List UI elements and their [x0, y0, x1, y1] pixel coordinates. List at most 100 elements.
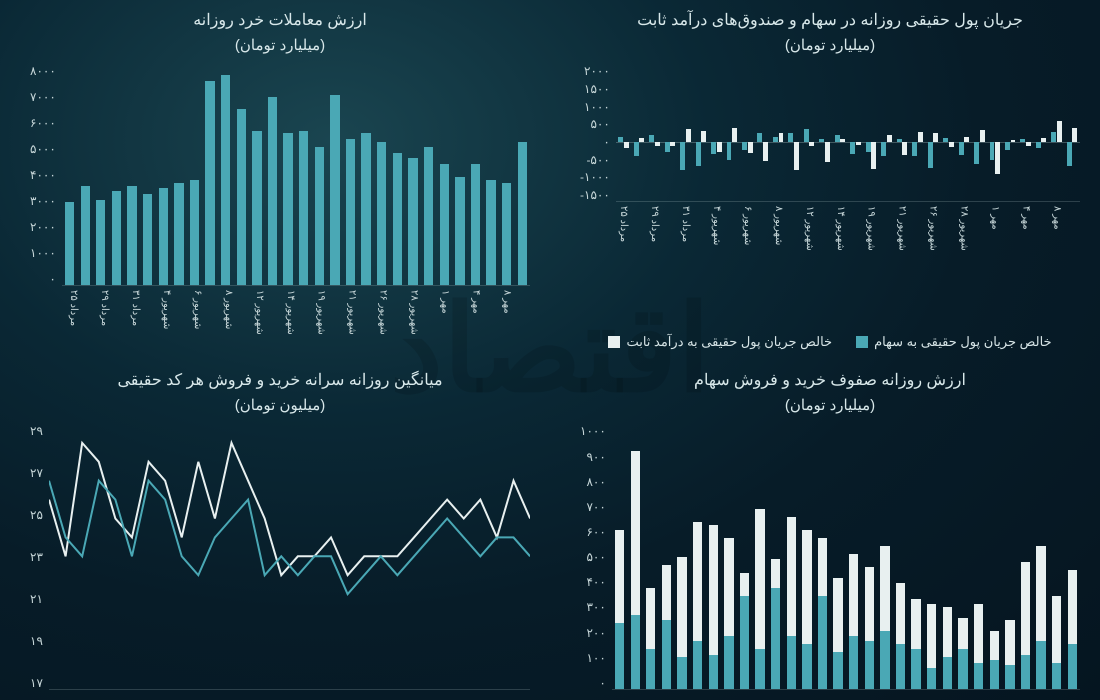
x-tick: [422, 290, 437, 350]
x-tick: [174, 290, 189, 350]
plot-area: [612, 424, 1080, 690]
bar-slot: [848, 64, 863, 201]
x-tick: [81, 290, 96, 350]
chart-subtitle: (میلیارد تومان): [580, 36, 1080, 54]
bar: [887, 135, 892, 143]
bar-slot: [265, 64, 281, 285]
bar: [742, 142, 747, 150]
chart-area: ۲۹۲۷۲۵۲۳۲۱۱۹۱۷: [30, 424, 530, 690]
bar: [696, 142, 701, 165]
bar: [1011, 140, 1016, 142]
x-tick: ۴ شهریور: [159, 290, 174, 350]
bar: [866, 142, 871, 152]
bar-slot: [955, 424, 971, 689]
bar: [949, 142, 954, 147]
bar-slot: [724, 64, 739, 201]
legend-label: خالص جریان پول حقیقی به سهام: [874, 334, 1052, 350]
bar: [670, 142, 675, 146]
bar: [221, 75, 230, 285]
bar: [1005, 142, 1010, 150]
bar: [897, 139, 902, 142]
bar: [680, 142, 685, 169]
bar: [518, 142, 527, 285]
bar-slot: [737, 424, 753, 689]
bar-segment: [1021, 562, 1030, 655]
bar-slot: [986, 424, 1002, 689]
chart-area: ۲۰۰۰۱۵۰۰۱۰۰۰۵۰۰۰-۵۰۰-۱۰۰۰-۱۵۰۰: [580, 64, 1080, 202]
bar: [127, 186, 136, 285]
bar: [65, 202, 74, 285]
x-tick: ۱۲ شهریور: [252, 290, 267, 350]
x-tick: ۲۵ مرداد: [616, 206, 631, 266]
bar-segment: [615, 623, 624, 689]
bar-slot: [499, 64, 515, 285]
bar-slot: [721, 424, 737, 689]
bar-segment: [927, 668, 936, 689]
bar: [205, 81, 214, 285]
bar-slot: [894, 64, 909, 201]
bar-slot: [93, 64, 109, 285]
x-tick: ۱۴ شهریور: [283, 290, 298, 350]
bar-segment: [1021, 655, 1030, 689]
x-tick: [1065, 206, 1080, 266]
bar-slot: [799, 424, 815, 689]
bar-segment: [865, 641, 874, 689]
bar-segment: [1005, 665, 1014, 689]
bar-slot: [862, 424, 878, 689]
bar-segment: [724, 538, 733, 636]
bar-slot: [1018, 64, 1033, 201]
bar-slot: [877, 424, 893, 689]
bar: [1026, 142, 1031, 145]
x-tick: ۲۵ مرداد: [66, 290, 81, 350]
bar-segment: [646, 649, 655, 689]
legend-label: خالص جریان پول حقیقی به درآمد ثابت: [626, 334, 832, 350]
bar: [81, 186, 90, 285]
bar-segment: [677, 557, 686, 658]
bar-slot: [77, 64, 93, 285]
bar: [1057, 121, 1062, 142]
bar-slot: [140, 64, 156, 285]
bar: [850, 142, 855, 154]
bar: [928, 142, 933, 167]
bar-segment: [693, 522, 702, 641]
bar-slot: [705, 424, 721, 689]
bar: [809, 142, 814, 145]
bar-slot: [249, 64, 265, 285]
bar-segment: [1036, 546, 1045, 641]
x-axis: ۲۵ مرداد۲۹ مرداد۳۱ مرداد۴ شهریور۶ شهریور…: [580, 206, 1080, 266]
bar-segment: [880, 631, 889, 689]
bar-slot: [514, 64, 530, 285]
bar-slot: [171, 64, 187, 285]
bar-slot: [1049, 424, 1065, 689]
bar: [1051, 132, 1056, 143]
bar-slot: [924, 424, 940, 689]
bar-segment: [1068, 570, 1077, 644]
bar: [346, 139, 355, 285]
chart-area: ۸۰۰۰۷۰۰۰۶۰۰۰۵۰۰۰۴۰۰۰۳۰۰۰۲۰۰۰۱۰۰۰۰: [30, 64, 530, 286]
bar-segment: [974, 663, 983, 689]
bar-segment: [943, 657, 952, 689]
bar: [840, 139, 845, 142]
bar-slot: [1002, 424, 1018, 689]
bar-slot: [693, 64, 708, 201]
x-tick: [848, 206, 863, 266]
bar: [856, 142, 861, 144]
bar: [665, 142, 670, 152]
dashboard-grid: جریان پول حقیقی روزانه در سهام و صندوق‌ه…: [0, 0, 1100, 700]
bar-segment: [990, 631, 999, 660]
x-tick: ۲۸ شهریور: [406, 290, 421, 350]
x-tick: ۶ شهریور: [190, 290, 205, 350]
bar: [1067, 142, 1072, 165]
bar-slot: [690, 424, 706, 689]
bar: [502, 183, 511, 285]
y-axis: ۲۹۲۷۲۵۲۳۲۱۱۹۱۷: [30, 424, 49, 690]
bar: [1020, 139, 1025, 143]
x-tick: [143, 290, 158, 350]
x-tick: [879, 206, 894, 266]
bar-segment: [818, 538, 827, 596]
bar: [252, 131, 261, 285]
bar: [835, 135, 840, 143]
bar-slot: [468, 64, 484, 285]
bar-segment: [943, 607, 952, 657]
x-tick: [755, 206, 770, 266]
